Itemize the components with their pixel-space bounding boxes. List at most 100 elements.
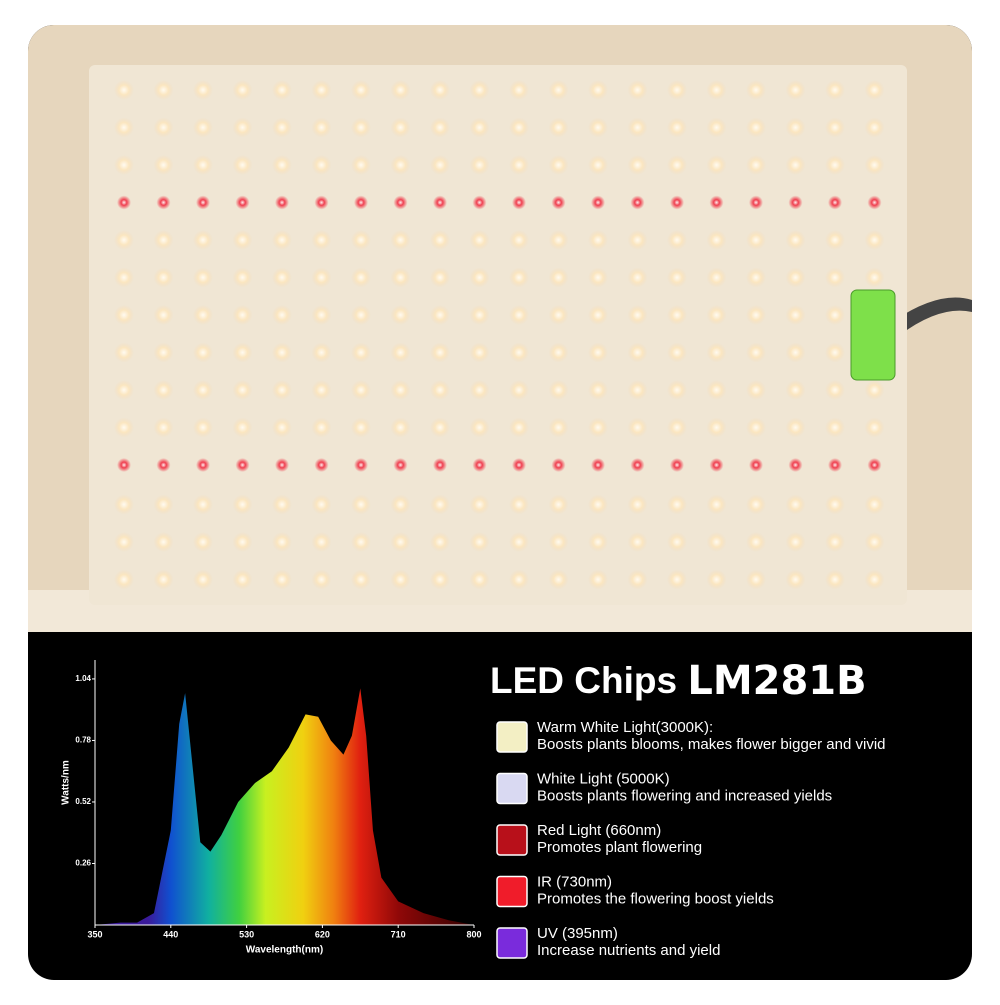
white-led: [114, 380, 134, 400]
white-led: [627, 569, 648, 590]
white-led: [430, 267, 450, 288]
white-led: [746, 569, 766, 590]
white-led: [706, 305, 727, 325]
white-led: [351, 417, 371, 438]
white-led: [232, 267, 253, 288]
white-led: [588, 305, 608, 325]
red-led: [630, 195, 645, 210]
white-led: [193, 380, 213, 400]
white-led: [667, 494, 687, 515]
color-swatch: [496, 824, 528, 856]
white-led: [272, 417, 292, 438]
white-led: [390, 569, 411, 590]
white-led: [667, 569, 687, 590]
connector: [850, 289, 896, 381]
white-led: [430, 380, 450, 400]
white-led: [627, 380, 648, 400]
white-led: [509, 267, 529, 288]
white-led: [509, 569, 529, 590]
feature-description: Promotes plant flowering: [537, 839, 702, 856]
white-led: [114, 569, 134, 590]
white-led: [272, 305, 292, 325]
white-led: [627, 417, 648, 438]
white-led: [509, 230, 529, 250]
feature-description: Increase nutrients and yield: [537, 942, 720, 959]
red-led: [156, 458, 171, 472]
white-led: [153, 494, 174, 515]
red-led: [670, 458, 684, 472]
white-led: [469, 305, 490, 325]
white-led: [667, 305, 687, 325]
white-led: [667, 342, 687, 363]
white-led: [193, 494, 213, 515]
feature-title: Warm White Light(3000K):: [537, 719, 713, 736]
red-led: [235, 458, 250, 472]
white-led: [706, 80, 727, 100]
white-led: [311, 342, 332, 363]
white-led: [588, 230, 608, 250]
white-led: [627, 230, 648, 250]
white-led: [785, 380, 806, 400]
red-led: [551, 458, 566, 472]
white-led: [667, 417, 687, 438]
white-led: [588, 417, 608, 438]
white-led: [114, 230, 134, 250]
red-led: [551, 195, 566, 210]
white-led: [627, 532, 648, 552]
white-led: [706, 117, 727, 138]
white-led: [864, 380, 885, 400]
red-led: [117, 195, 131, 210]
white-led: [114, 417, 134, 438]
red-led: [156, 195, 171, 210]
white-led: [785, 532, 806, 552]
white-led: [588, 117, 608, 138]
red-led: [591, 458, 605, 472]
white-led: [232, 532, 253, 552]
white-led: [825, 342, 845, 363]
white-led: [272, 230, 292, 250]
red-led: [393, 458, 408, 472]
white-led: [785, 417, 806, 438]
white-led: [548, 117, 569, 138]
white-led: [825, 305, 845, 325]
red-led: [393, 195, 408, 210]
white-led: [588, 569, 608, 590]
feature-title: Red Light (660nm): [537, 822, 661, 839]
red-led: [749, 195, 763, 210]
white-led: [193, 80, 213, 100]
white-led: [825, 230, 845, 250]
white-led: [548, 569, 569, 590]
red-led: [709, 458, 724, 472]
led-board: [89, 65, 907, 605]
red-led: [314, 195, 329, 210]
white-led: [153, 80, 174, 100]
white-led: [232, 155, 253, 175]
red-led: [867, 458, 882, 472]
red-led: [749, 458, 763, 472]
red-led: [709, 195, 724, 210]
white-led: [627, 494, 648, 515]
white-led: [706, 230, 727, 250]
white-led: [509, 80, 529, 100]
white-led: [232, 569, 253, 590]
spectrum-area: [95, 688, 474, 925]
white-led: [825, 117, 845, 138]
white-led: [351, 569, 371, 590]
white-led: [627, 342, 648, 363]
white-led: [193, 569, 213, 590]
white-led: [430, 417, 450, 438]
white-led: [430, 155, 450, 175]
red-led: [117, 458, 131, 472]
white-led: [548, 380, 569, 400]
white-led: [390, 342, 411, 363]
white-led: [667, 230, 687, 250]
white-led: [430, 305, 450, 325]
white-led: [746, 380, 766, 400]
white-led: [351, 267, 371, 288]
white-led: [785, 342, 806, 363]
white-led: [667, 80, 687, 100]
white-led: [864, 494, 885, 515]
white-led: [153, 380, 174, 400]
white-led: [311, 305, 332, 325]
